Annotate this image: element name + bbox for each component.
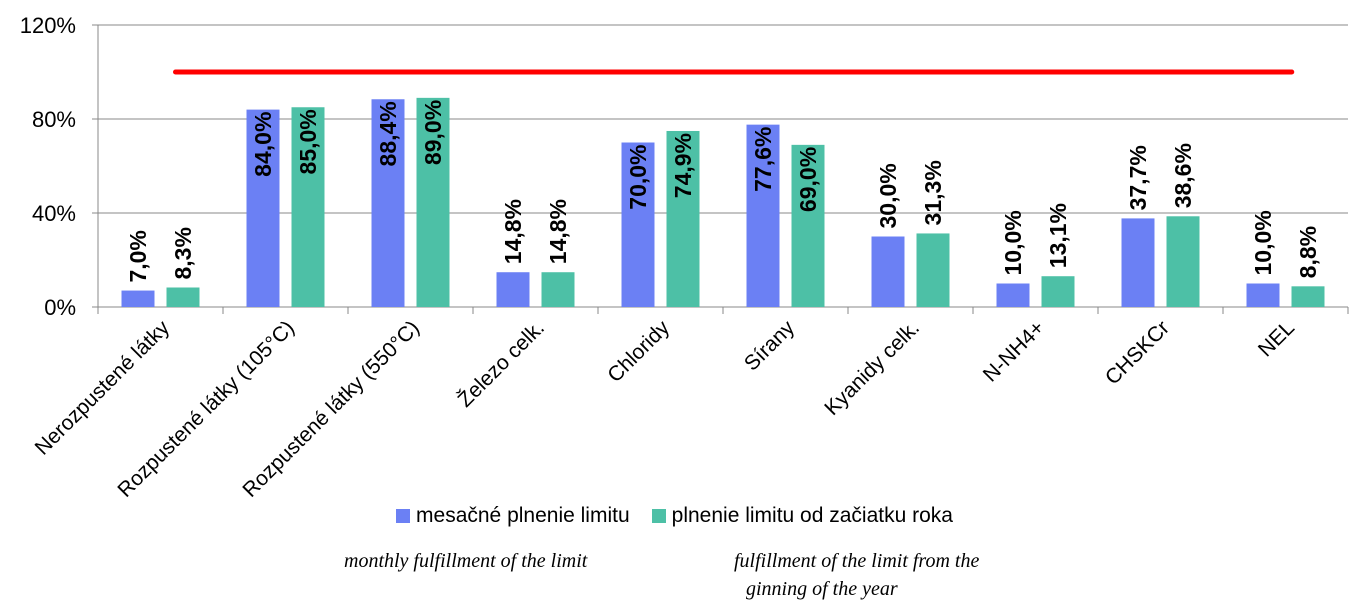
bar-monthly bbox=[1121, 218, 1155, 307]
bar-yearly bbox=[291, 107, 325, 307]
bar-monthly bbox=[621, 142, 655, 307]
data-label-yearly: 31,3% bbox=[920, 160, 946, 225]
legend-item-monthly: mesačné plnenie limitu bbox=[396, 504, 630, 528]
bar-monthly bbox=[746, 124, 780, 307]
data-label-yearly: 89,0% bbox=[420, 100, 446, 165]
bar-monthly bbox=[246, 109, 280, 307]
bar-chart: 0%40%80%120%Nerozpustené látkyRozpustené… bbox=[20, 13, 1349, 500]
bar-monthly bbox=[996, 283, 1030, 307]
data-label-monthly: 70,0% bbox=[625, 145, 651, 210]
legend-swatch-yearly bbox=[651, 509, 666, 523]
data-label-yearly: 8,3% bbox=[170, 227, 196, 279]
data-label-yearly: 14,8% bbox=[545, 199, 571, 264]
bar-monthly bbox=[496, 272, 530, 307]
data-label-monthly: 14,8% bbox=[500, 199, 526, 264]
y-tick-label: 80% bbox=[32, 107, 76, 132]
caption-yearly-line1: fulfillment of the limit from the bbox=[734, 550, 980, 572]
x-category-label: Kyanidy celk. bbox=[820, 316, 924, 420]
x-category-label: Nerozpustené látky bbox=[31, 316, 175, 460]
y-tick-label: 120% bbox=[20, 13, 76, 38]
data-label-yearly: 85,0% bbox=[295, 109, 321, 174]
caption-yearly-line2: ginning of the year bbox=[746, 578, 898, 600]
data-label-monthly: 37,7% bbox=[1125, 145, 1151, 210]
legend-item-yearly: plnenie limitu od začiatku roka bbox=[651, 504, 953, 528]
data-label-monthly: 84,0% bbox=[250, 112, 276, 177]
bar-monthly bbox=[1246, 283, 1280, 307]
data-label-yearly: 69,0% bbox=[795, 147, 821, 212]
bar-monthly bbox=[121, 290, 155, 307]
x-category-label: NEL bbox=[1254, 316, 1299, 361]
bar-yearly bbox=[541, 272, 575, 307]
x-category-label: N-NH4+ bbox=[979, 316, 1049, 386]
bar-monthly bbox=[871, 236, 905, 307]
bar-yearly bbox=[916, 233, 950, 307]
data-label-yearly: 13,1% bbox=[1045, 203, 1071, 268]
data-label-yearly: 74,9% bbox=[670, 133, 696, 198]
data-label-yearly: 8,8% bbox=[1295, 226, 1321, 278]
legend-label-monthly: mesačné plnenie limitu bbox=[416, 504, 630, 527]
data-label-monthly: 88,4% bbox=[375, 101, 401, 166]
bar-yearly bbox=[1041, 276, 1075, 307]
bar-monthly bbox=[371, 99, 405, 307]
bar-yearly bbox=[666, 130, 700, 307]
caption-monthly: monthly fulfillment of the limit bbox=[344, 550, 588, 572]
y-tick-label: 0% bbox=[44, 295, 76, 320]
legend-label-yearly: plnenie limitu od začiatku roka bbox=[671, 504, 953, 527]
bar-yearly bbox=[791, 144, 825, 307]
bar-yearly bbox=[166, 287, 200, 307]
bar-yearly bbox=[416, 97, 450, 307]
legend-swatch-monthly bbox=[396, 509, 411, 523]
data-label-monthly: 30,0% bbox=[875, 163, 901, 228]
data-label-monthly: 7,0% bbox=[125, 230, 151, 282]
x-category-label: Sírany bbox=[740, 316, 800, 376]
data-label-yearly: 38,6% bbox=[1170, 143, 1196, 208]
x-category-label: Železo celk. bbox=[454, 316, 549, 411]
data-label-monthly: 77,6% bbox=[750, 127, 776, 192]
bar-yearly bbox=[1291, 286, 1325, 307]
chart-legend: mesačné plnenie limitu plnenie limitu od… bbox=[0, 504, 1349, 528]
y-tick-label: 40% bbox=[32, 201, 76, 226]
data-label-monthly: 10,0% bbox=[1000, 210, 1026, 275]
x-category-label: CHSKCr bbox=[1101, 316, 1174, 389]
bar-yearly bbox=[1166, 216, 1200, 307]
x-category-label: Chloridy bbox=[603, 316, 674, 387]
data-label-monthly: 10,0% bbox=[1250, 210, 1276, 275]
